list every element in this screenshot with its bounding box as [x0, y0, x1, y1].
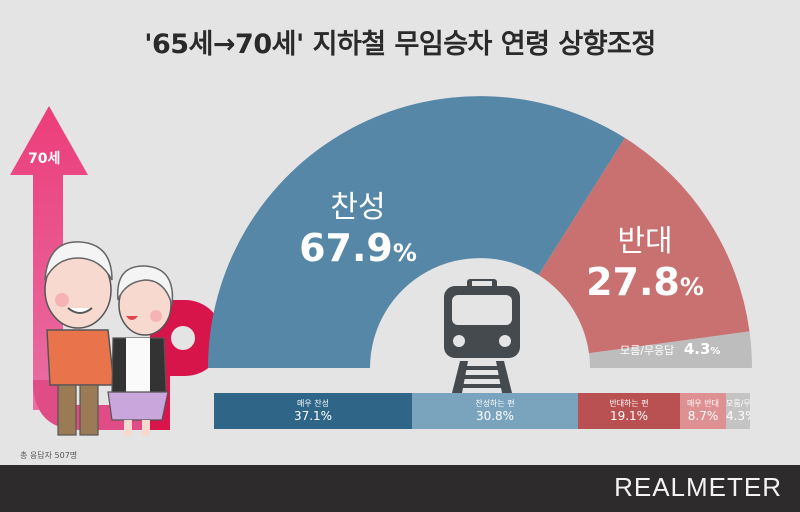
- dont-know-label-group: 모름/무응답 4.3%: [620, 340, 720, 358]
- agree-label-group: 찬성 67.9%: [288, 190, 428, 275]
- segment-value: 19.1%: [609, 409, 649, 423]
- agree-number: 67.9: [299, 226, 393, 270]
- agree-percent-sign: %: [392, 239, 417, 267]
- bar-segment-somewhat-agree: 찬성하는 편 30.8%: [412, 393, 578, 429]
- segment-label: 매우 찬성: [297, 399, 329, 408]
- footer-bar: [0, 465, 800, 512]
- oppose-number: 27.8: [586, 260, 680, 304]
- bar-segment-somewhat-oppose: 반대하는 편 19.1%: [578, 393, 680, 429]
- segment-label: 모름/무응답: [726, 399, 750, 408]
- bar-segment-dont-know: 모름/무응답 4.3%: [726, 393, 750, 429]
- dont-know-value: 4.3%: [684, 340, 721, 358]
- train-icon: [444, 279, 520, 393]
- segment-label: 반대하는 편: [609, 399, 649, 408]
- segment-label: 매우 반대: [687, 399, 719, 408]
- bar-segment-very-oppose: 매우 반대 8.7%: [680, 393, 726, 429]
- oppose-label: 반대: [617, 224, 673, 259]
- elderly-couple-illustration: [44, 241, 174, 436]
- chart-title: '65세→70세' 지하철 무임승차 연령 상향조정: [144, 29, 656, 60]
- oppose-percent-sign: %: [679, 273, 704, 301]
- breakdown-bar: 매우 찬성 37.1% 찬성하는 편 30.8% 반대하는 편 19.1% 매우…: [214, 393, 750, 429]
- segment-value: 30.8%: [475, 409, 515, 423]
- segment-value: 8.7%: [687, 409, 719, 423]
- segment-value: 4.3%: [726, 409, 750, 423]
- agree-label: 찬성: [330, 190, 386, 225]
- agree-value: 67.9%: [288, 226, 428, 275]
- segment-value: 37.1%: [293, 409, 333, 423]
- arrow-age-label: 70세: [28, 151, 61, 167]
- donut-segment-oppose: [538, 137, 750, 354]
- dont-know-label: 모름/무응답: [620, 344, 675, 357]
- semi-donut-chart: [208, 96, 752, 368]
- segment-label: 찬성하는 편: [475, 399, 515, 408]
- p-letter-icon: [150, 300, 223, 430]
- bar-segment-very-agree: 매우 찬성 37.1%: [214, 393, 412, 429]
- dont-know-number: 4.3: [683, 340, 711, 358]
- dont-know-percent-sign: %: [710, 346, 721, 357]
- donut-segment-dont-know: [589, 331, 752, 368]
- oppose-value: 27.8%: [580, 260, 710, 309]
- oppose-label-group: 반대 27.8%: [580, 224, 710, 309]
- total-respondents: 총 응답자 507명: [20, 451, 78, 460]
- brand-logo: REALMETER: [614, 472, 782, 502]
- donut-segment-agree: [208, 96, 625, 368]
